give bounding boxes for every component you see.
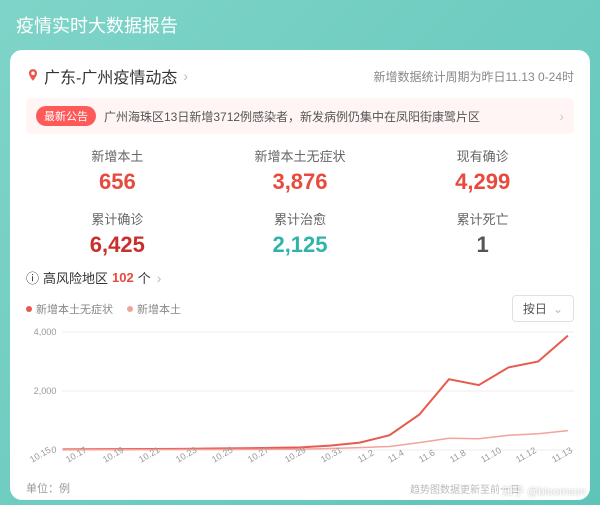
stat-value: 656 [26,169,209,195]
stat-item: 累计死亡 1 [391,209,574,258]
x-axis-labels: 10.1510.1710.1910.2110.2310.2510.2710.29… [26,456,574,466]
page-title: 疫情实时大数据报告 [0,0,600,50]
chart-header: 新增本土无症状 新增本土 按日 ⌄ [26,295,574,322]
notice-text: 广州海珠区13日新增3712例感染者，新发病例仍集中在凤阳街康鹭片区 [104,108,551,125]
location-icon [26,68,40,85]
chevron-right-icon: › [157,270,162,286]
stat-item: 累计治愈 2,125 [209,209,392,258]
svg-text:4,000: 4,000 [34,327,57,337]
selector-label: 按日 [523,300,547,317]
chevron-down-icon: ⌄ [553,302,563,316]
stat-label: 累计治愈 [209,209,392,228]
stat-item: 新增本土无症状 3,876 [209,146,392,195]
chevron-right-icon: › [559,108,564,124]
info-icon: ⓘ [26,268,39,287]
location-row: 广东-广州疫情动态 › 新增数据统计周期为昨日11.13 0-24时 [26,64,574,88]
location-selector[interactable]: 广东-广州疫情动态 › [26,64,188,88]
stat-item: 新增本土 656 [26,146,209,195]
stat-label: 新增本土无症状 [209,146,392,165]
chart-legend: 新增本土无症状 新增本土 [26,301,181,317]
svg-text:2,000: 2,000 [34,386,57,396]
stat-label: 累计确诊 [26,209,209,228]
period-label: 新增数据统计周期为昨日11.13 0-24时 [374,68,575,85]
main-card: 广东-广州疫情动态 › 新增数据统计周期为昨日11.13 0-24时 最新公告 … [10,50,590,500]
stat-item: 累计确诊 6,425 [26,209,209,258]
risk-link[interactable]: ⓘ 高风险地区 102 个 › [26,268,574,287]
notice-banner[interactable]: 最新公告 广州海珠区13日新增3712例感染者，新发病例仍集中在凤阳街康鹭片区 … [26,98,574,134]
stat-label: 累计死亡 [391,209,574,228]
stat-value: 2,125 [209,232,392,258]
period-selector[interactable]: 按日 ⌄ [512,295,574,322]
notice-badge: 最新公告 [36,106,96,126]
stats-grid: 新增本土 656新增本土无症状 3,876 现有确诊 4,299 累计确诊 6,425累计治… [26,146,574,258]
stat-value: 1 [391,232,574,258]
risk-count: 102 [112,270,134,285]
risk-label-pre: 高风险地区 [43,268,108,287]
risk-label-post: 个 [138,268,151,287]
legend-label: 新增本土无症状 [36,301,113,317]
stat-label: 新增本土 [26,146,209,165]
stat-label: 现有确诊 [391,146,574,165]
location-text: 广东-广州疫情动态 [44,64,177,88]
legend-item: 新增本土无症状 [26,301,113,317]
legend-label: 新增本土 [137,301,181,317]
stat-item: 现有确诊 4,299 [391,146,574,195]
watermark: 知乎 @bloomson [502,483,586,499]
legend-item: 新增本土 [127,301,181,317]
stat-value: 6,425 [26,232,209,258]
legend-dot [26,306,32,312]
stat-value: 4,299 [391,169,574,195]
stat-value: 3,876 [209,169,392,195]
trend-chart[interactable]: 4,0002,0000 10.1510.1710.1910.2110.2310.… [26,326,574,476]
chevron-right-icon: › [183,68,188,84]
legend-dot [127,306,133,312]
